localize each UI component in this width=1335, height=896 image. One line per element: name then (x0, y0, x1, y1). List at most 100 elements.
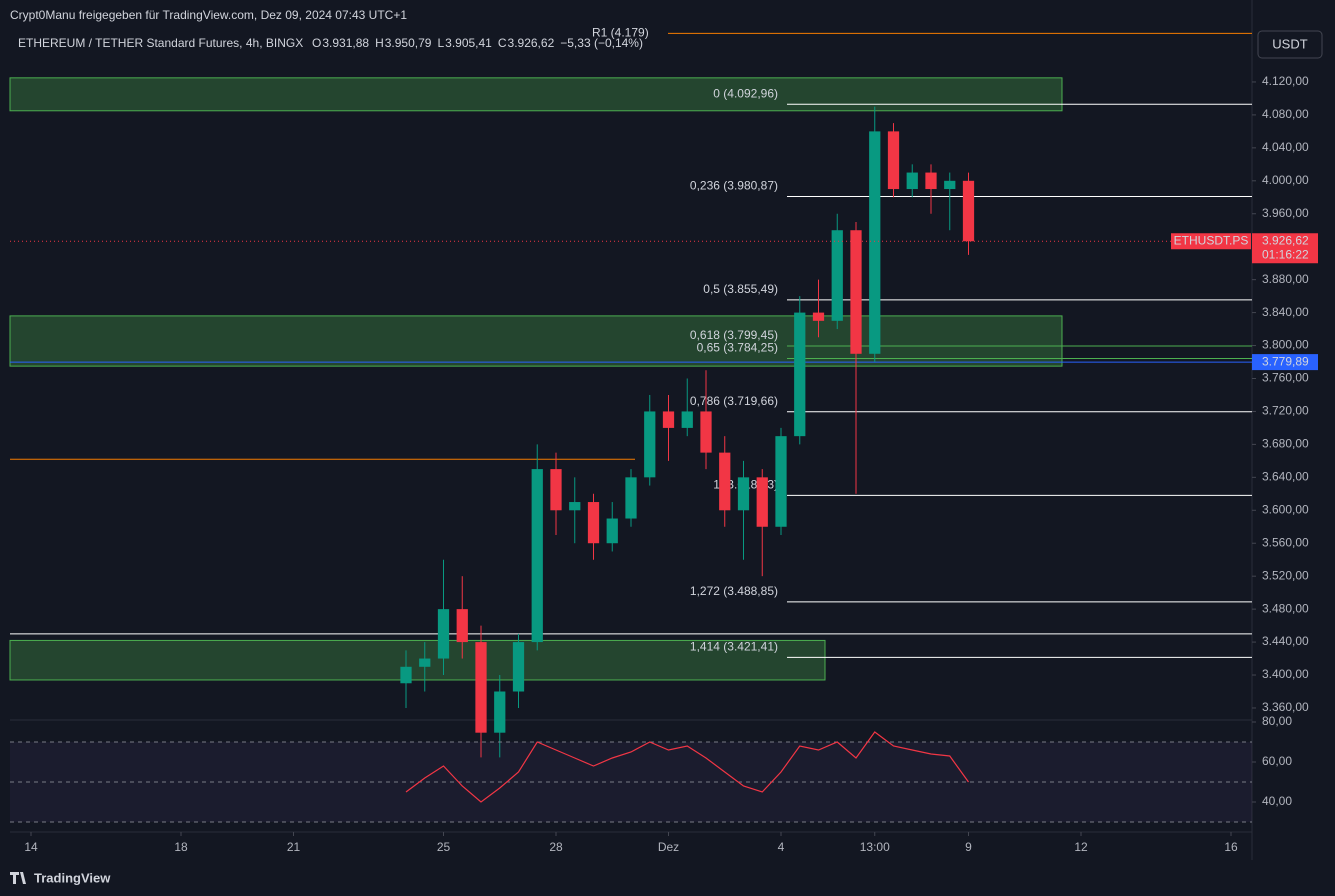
candle-body (569, 502, 581, 511)
y-tick-label: 3.520,00 (1262, 568, 1309, 582)
fib-label: 1,414 (3.421,41) (690, 640, 778, 654)
currency[interactable]: USDT (1272, 36, 1307, 51)
fib-label: 0,236 (3.980,87) (690, 179, 778, 193)
y-tick-label: 3.720,00 (1262, 404, 1309, 418)
x-tick-label: 28 (549, 840, 563, 854)
fib-label: 0,5 (3.855,49) (703, 282, 778, 296)
candle-body (456, 609, 468, 643)
candle-body (681, 411, 693, 428)
candle-body (625, 477, 637, 519)
ohlc-value: 3.950,79 (385, 36, 432, 50)
x-tick-label: 4 (778, 840, 785, 854)
ohlc-value: 3.931,88 (322, 36, 369, 50)
candle-body (700, 411, 712, 453)
logo (10, 872, 26, 884)
candle-body (869, 131, 881, 354)
symbol-tag-label: ETHUSDT.PS (1174, 233, 1249, 247)
candle-body (662, 411, 675, 428)
candle-body (644, 411, 656, 478)
y-tick-label: 3.400,00 (1262, 667, 1309, 681)
candle-body (962, 180, 975, 242)
alert-label: 3.779,89 (1262, 354, 1309, 368)
candle-body (737, 477, 750, 511)
countdown: 01:16:22 (1262, 247, 1309, 261)
y-tick-label: 3.760,00 (1262, 371, 1309, 385)
x-tick-label: 18 (174, 840, 188, 854)
currency-button[interactable] (1257, 30, 1323, 59)
ohlc-value: 3.905,41 (445, 36, 492, 50)
y-tick-label: 4.080,00 (1262, 107, 1309, 121)
fib-label: 0 (4.092,96) (713, 86, 778, 100)
x-tick-label: Dez (658, 840, 679, 854)
candle-body (906, 172, 918, 190)
ohlc-key: C (498, 36, 507, 50)
candle-body (606, 518, 618, 544)
candle-body (419, 658, 431, 667)
rsi-tick-label: 40,00 (1262, 794, 1292, 808)
ohlc-key: H (375, 36, 384, 50)
candle-body (850, 230, 862, 354)
x-tick-label: 25 (437, 840, 451, 854)
candle-body (475, 642, 487, 733)
candle-body (437, 609, 450, 659)
candle-body (794, 312, 806, 437)
x-tick-label: 13:00 (860, 840, 890, 854)
candle-body (587, 502, 600, 544)
x-tick-label: 9 (965, 840, 972, 854)
x-tick-label: 16 (1224, 840, 1238, 854)
y-tick-label: 3.360,00 (1262, 700, 1309, 714)
y-tick-label: 3.960,00 (1262, 206, 1309, 220)
zone (9, 315, 1063, 367)
zone (9, 639, 826, 681)
candle-body (831, 230, 843, 321)
candle-body (944, 180, 956, 190)
price-tag (1252, 233, 1318, 264)
candle-body (887, 131, 900, 190)
y-tick-label: 3.480,00 (1262, 601, 1309, 615)
ohlc-key: L (437, 36, 444, 50)
rsi-tick-label: 60,00 (1262, 754, 1292, 768)
candle-body (925, 172, 937, 190)
candle-body (512, 642, 525, 692)
rsi-line (405, 731, 969, 803)
y-tick-label: 3.600,00 (1262, 502, 1309, 516)
fib-label: 0,65 (3.784,25) (697, 341, 778, 355)
y-tick-label: 4.120,00 (1262, 74, 1309, 88)
price-tag-label: 3.926,62 (1262, 233, 1309, 247)
candle-body (550, 469, 562, 511)
zone (9, 77, 1063, 112)
y-tick-label: 3.840,00 (1262, 305, 1309, 319)
y-tick-label: 3.800,00 (1262, 338, 1309, 352)
footer-brand: TradingView (34, 870, 111, 885)
pivot-label: R1 (4.179) (592, 26, 649, 40)
change: −5,33 (−0,14%) (560, 36, 643, 50)
candle-body (719, 452, 731, 511)
candle-body (775, 436, 787, 527)
candle-body (531, 469, 543, 643)
shared-by: Crypt0Manu freigegeben für TradingView.c… (10, 8, 407, 22)
y-tick-label: 3.440,00 (1262, 634, 1309, 648)
rsi-tick-label: 80,00 (1262, 714, 1292, 728)
x-tick-label: 21 (287, 840, 301, 854)
x-tick-label: 14 (24, 840, 38, 854)
candle-body (812, 312, 825, 321)
fib-label: 1,272 (3.488,85) (690, 584, 778, 598)
y-tick-label: 4.000,00 (1262, 173, 1309, 187)
symbol: ETHEREUM / TETHER Standard Futures, 4h, … (18, 36, 303, 50)
ohlc-key: O (312, 36, 321, 50)
fib-label: 0,618 (3.799,45) (690, 328, 778, 342)
y-tick-label: 3.560,00 (1262, 535, 1309, 549)
candle-body (494, 691, 506, 733)
price-scale (1252, 0, 1335, 860)
alert-tag (1252, 354, 1318, 371)
ohlc-value: 3.926,62 (508, 36, 555, 50)
fib-label: 0,786 (3.719,66) (690, 394, 778, 408)
x-tick-label: 12 (1074, 840, 1088, 854)
y-tick-label: 4.040,00 (1262, 140, 1309, 154)
symbol-tag (1171, 233, 1251, 250)
y-tick-label: 3.880,00 (1262, 272, 1309, 286)
candle-body (756, 477, 768, 527)
